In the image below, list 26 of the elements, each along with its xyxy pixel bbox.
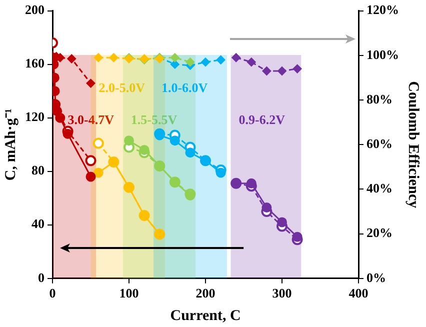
band-label: 1.5-5.5V (130, 112, 178, 127)
y-tick-label: 0 (38, 270, 44, 285)
x-axis-title: Current, C (170, 308, 241, 324)
x-tick-label: 300 (272, 286, 292, 301)
band-label: 0.9-6.2V (238, 112, 286, 127)
y-tick-label: 40 (32, 216, 44, 232)
y2-tick-label: 100% (366, 46, 399, 62)
y-tick-label: 200 (25, 2, 44, 18)
y2-axis-title: Coulomb Efficiency (405, 81, 422, 209)
y2-tick-label: 0% (366, 270, 386, 285)
band-label: 3.0-4.7V (68, 112, 115, 127)
y2-tick-label: 20% (366, 225, 392, 240)
y2-tick-label: 60% (366, 136, 392, 151)
y2-tick-label: 80% (366, 91, 392, 106)
y-tick-label: 160 (25, 56, 44, 71)
x-tick-label: 100 (119, 286, 139, 301)
y2-tick-label: 40% (366, 180, 392, 196)
x-tick-label: 400 (348, 286, 368, 301)
x-tick-label: 0 (49, 286, 56, 301)
y-tick-label: 120 (25, 109, 44, 124)
x-tick-label: 200 (196, 286, 216, 301)
band-label: 1.0-6.0V (161, 80, 208, 95)
y-tick-label: 80 (32, 162, 44, 178)
y2-tick-label: 120% (366, 2, 399, 18)
band-label: 2.0-5.0V (98, 80, 146, 95)
y-axis-title: C, mAh·g⁻¹ (2, 108, 19, 181)
